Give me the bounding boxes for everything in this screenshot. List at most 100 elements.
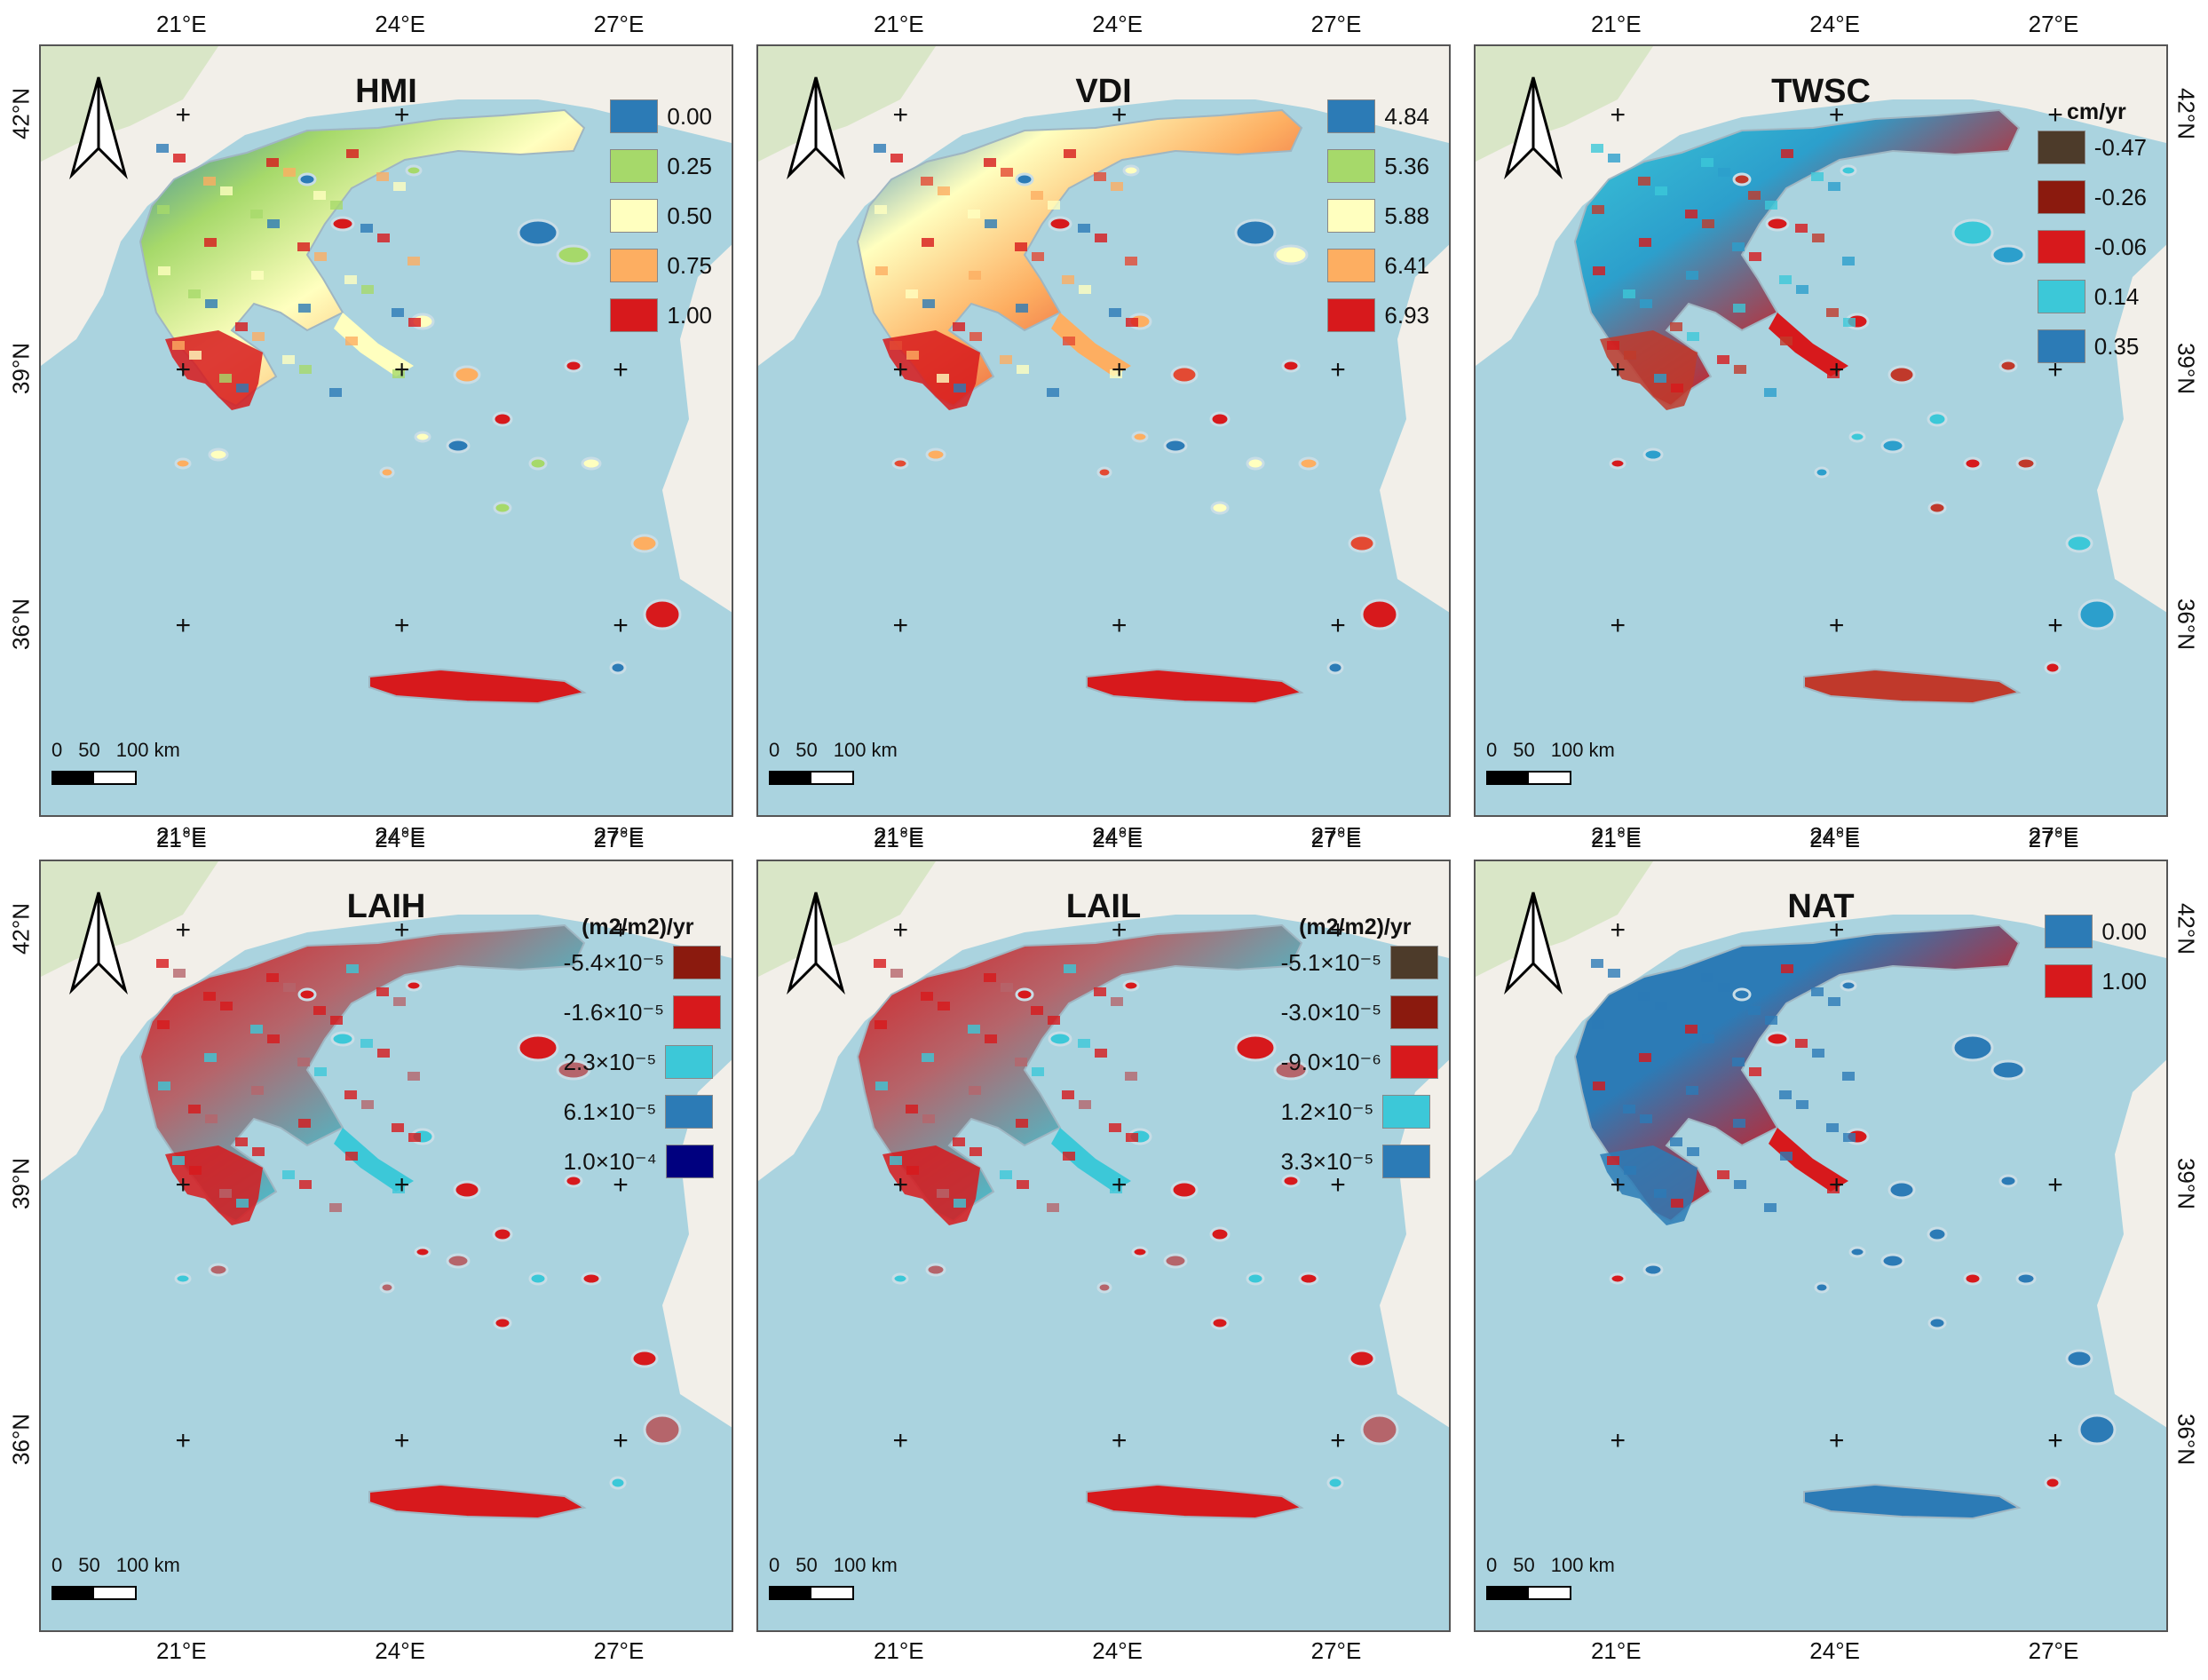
- raster-cell: [344, 275, 357, 284]
- island: [1096, 466, 1112, 479]
- island: [1015, 987, 1034, 1002]
- raster-cell: [1031, 191, 1043, 200]
- scale-bar: 0 50 100 km: [1486, 1554, 1631, 1600]
- raster-cell: [330, 1016, 343, 1025]
- raster-cell: [251, 1086, 264, 1095]
- raster-cell: [1592, 1020, 1604, 1029]
- raster-cell: [1701, 158, 1713, 167]
- graticule-cross: +: [892, 1425, 909, 1455]
- graticule-cross: +: [613, 1425, 629, 1455]
- island: [1848, 1246, 1866, 1258]
- raster-cell: [1671, 1199, 1683, 1208]
- graticule-cross: +: [1828, 610, 1845, 640]
- north-arrow-icon: [67, 73, 130, 184]
- legend-label: 3.3×10⁻⁵: [1280, 1147, 1374, 1175]
- graticule-cross: +: [1828, 915, 1845, 946]
- raster-cell: [1017, 365, 1029, 374]
- raster-cell: [158, 1082, 170, 1090]
- raster-cell: [1591, 144, 1603, 153]
- raster-cell: [1110, 369, 1122, 378]
- raster-cell: [1779, 275, 1792, 284]
- graticule-cross: +: [613, 915, 629, 946]
- island: [1814, 466, 1830, 479]
- lon-tick-label: 21°E: [155, 826, 207, 852]
- raster-cell: [283, 983, 296, 992]
- graticule-cross: +: [892, 100, 909, 131]
- island: [1015, 172, 1034, 186]
- island: [414, 1246, 431, 1258]
- raster-cell: [969, 332, 982, 341]
- raster-cell: [1063, 1152, 1075, 1161]
- graticule-cross: +: [1111, 610, 1128, 640]
- island: [630, 1349, 659, 1368]
- island: [556, 1059, 591, 1081]
- island: [1348, 534, 1376, 553]
- land-north: [758, 46, 1449, 366]
- scale-labels: 0 50 100 km: [51, 1554, 196, 1577]
- island: [891, 1272, 909, 1285]
- raster-cell: [1779, 1090, 1792, 1099]
- scale-label: 50: [795, 1554, 818, 1576]
- island: [609, 661, 627, 675]
- scale-label: 100 km: [115, 1554, 180, 1576]
- raster-cell: [1686, 271, 1698, 280]
- raster-cell: [968, 210, 980, 218]
- raster-cell: [189, 1166, 202, 1175]
- raster-cell: [938, 186, 950, 195]
- island: [1096, 1281, 1112, 1294]
- raster-cell: [329, 1203, 342, 1212]
- legend-entry: -9.0×10⁻⁶: [1272, 1045, 1438, 1079]
- legend-swatch: [1382, 1095, 1431, 1129]
- raster-cell: [1095, 1049, 1107, 1058]
- raster-cell: [1126, 318, 1138, 327]
- island: [1814, 1281, 1830, 1294]
- map-panel-twsc: + + + + + + + + + TWSC cm/yr -0.47 -0.26 -0.06 0.14 0.3…: [1474, 44, 2168, 817]
- graticule-cross: +: [1828, 1170, 1845, 1201]
- map-panel-lail: + + + + + + + + + LAIL (m2/m2)/yr -5.1×10⁻⁵ -3.0×10⁻…: [756, 860, 1451, 1632]
- raster-cell: [921, 177, 933, 186]
- island: [1163, 438, 1188, 454]
- lat-tick-label: 36°N: [7, 598, 35, 650]
- scale-label: 50: [78, 739, 100, 761]
- scale-label: 100 km: [1550, 739, 1615, 761]
- raster-cell: [1718, 983, 1730, 992]
- raster-cell: [189, 351, 202, 360]
- island: [1765, 216, 1790, 232]
- lon-tick-label: 27°E: [2028, 826, 2079, 852]
- euboea: [1051, 1128, 1131, 1192]
- raster-cell: [1795, 224, 1808, 233]
- island: [1360, 598, 1399, 630]
- raster-cell: [1015, 1058, 1027, 1066]
- lon-tick-label: 24°E: [375, 1637, 425, 1664]
- island: [1326, 1476, 1344, 1490]
- scale-label: 100 km: [833, 739, 898, 761]
- island: [925, 1263, 946, 1277]
- legend-swatch: [1389, 1045, 1438, 1079]
- raster-cell: [1638, 992, 1650, 1001]
- island: [2065, 1349, 2093, 1368]
- raster-cell: [1702, 1034, 1714, 1043]
- raster-cell: [266, 973, 279, 982]
- legend-entry: 0.35: [2037, 329, 2156, 363]
- raster-cell: [158, 266, 170, 275]
- legend-swatch: [1327, 199, 1376, 233]
- island: [1609, 457, 1626, 470]
- raster-cell: [1064, 149, 1076, 158]
- lon-tick-label: 24°E: [1809, 11, 1860, 37]
- land-north: [758, 861, 1449, 1181]
- lon-tick-label: 24°E: [375, 826, 425, 852]
- island: [528, 1272, 548, 1286]
- island: [1246, 1272, 1265, 1286]
- legend-label: -0.26: [2093, 183, 2147, 210]
- legend-label: 2.3×10⁻⁵: [563, 1048, 657, 1075]
- legend-entry: -3.0×10⁻⁵: [1272, 995, 1438, 1029]
- raster-cell: [329, 388, 342, 397]
- island: [1234, 1034, 1277, 1062]
- raster-cell: [890, 1156, 902, 1165]
- raster-cell: [283, 168, 296, 177]
- greece-mainland: [856, 108, 1303, 408]
- island: [414, 431, 431, 443]
- lat-tick-label: 42°N: [7, 88, 35, 140]
- lat-tick-label: 36°N: [2172, 598, 2200, 650]
